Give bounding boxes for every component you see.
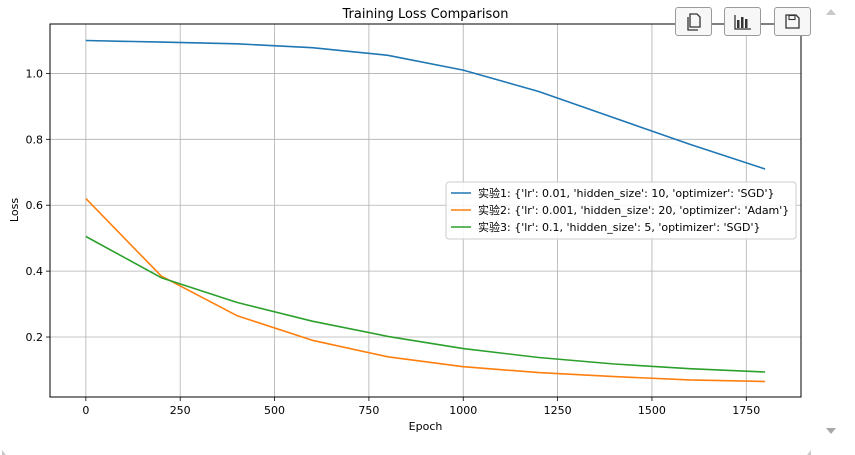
- x-tick-label: 1500: [638, 404, 666, 417]
- save-icon: [785, 14, 800, 29]
- series-line-1: [85, 39, 766, 170]
- series-line-2: [85, 198, 766, 383]
- x-tick-label: 1000: [449, 404, 477, 417]
- series-line-3: [85, 235, 766, 373]
- x-tick-label: 500: [264, 404, 285, 417]
- legend-label-2: 实验2: {'lr': 0.001, 'hidden_size': 20, 'o…: [478, 203, 789, 217]
- chart-title: Training Loss Comparison: [342, 7, 509, 22]
- x-tick-label: 750: [358, 404, 379, 417]
- y-tick-label: 0.2: [26, 331, 44, 344]
- y-axis-label: Loss: [8, 198, 21, 222]
- copy-button[interactable]: [675, 7, 712, 36]
- copy-icon: [686, 12, 701, 31]
- right-corner-mark: [807, 450, 811, 455]
- legend-label-3: 实验3: {'lr': 0.1, 'hidden_size': 5, 'opti…: [478, 220, 761, 234]
- y-tick-label: 0.8: [26, 133, 44, 146]
- chart-button[interactable]: [724, 7, 761, 36]
- x-tick-label: 1250: [544, 404, 572, 417]
- x-tick-label: 0: [82, 404, 89, 417]
- y-tick-label: 0.6: [26, 199, 44, 212]
- bar-chart-icon: [733, 14, 751, 30]
- legend-label-1: 实验1: {'lr': 0.01, 'hidden_size': 10, 'op…: [478, 186, 775, 200]
- axes-frame: [49, 23, 802, 398]
- axis-ticks: 0 250 500 750 1000 1250 1500 1750 0.2 0.4 0.6 0.8 1.…: [26, 67, 761, 417]
- x-axis-label: Epoch: [409, 420, 443, 433]
- x-tick-label: 250: [170, 404, 191, 417]
- y-tick-label: 0.4: [26, 265, 44, 278]
- series-lines: [85, 39, 766, 383]
- legend-box: [445, 181, 797, 240]
- x-tick-label: 1750: [732, 404, 760, 417]
- save-button[interactable]: [774, 7, 811, 36]
- left-corner-mark: [2, 450, 6, 455]
- legend: 实验1: {'lr': 0.01, 'hidden_size': 10, 'op…: [445, 181, 797, 240]
- scroll-up-arrow[interactable]: [826, 9, 836, 15]
- scroll-down-arrow[interactable]: [826, 428, 836, 434]
- y-tick-label: 1.0: [26, 67, 44, 80]
